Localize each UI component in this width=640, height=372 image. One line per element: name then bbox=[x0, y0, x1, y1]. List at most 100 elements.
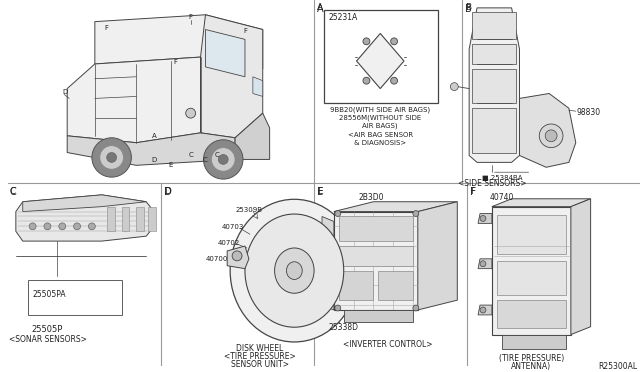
Polygon shape bbox=[205, 29, 245, 77]
Bar bbox=[28, 280, 122, 315]
Polygon shape bbox=[478, 214, 492, 224]
Polygon shape bbox=[520, 93, 576, 167]
Text: ANTENNA): ANTENNA) bbox=[511, 362, 552, 371]
Text: B: B bbox=[465, 4, 472, 14]
Text: C: C bbox=[10, 187, 17, 197]
Polygon shape bbox=[67, 133, 235, 165]
Polygon shape bbox=[418, 202, 458, 310]
Text: <AIR BAG SENSOR: <AIR BAG SENSOR bbox=[348, 132, 413, 138]
Text: F: F bbox=[189, 14, 193, 20]
Circle shape bbox=[480, 261, 486, 267]
Text: 25505P: 25505P bbox=[32, 325, 63, 334]
Text: 25338D: 25338D bbox=[329, 323, 359, 332]
Text: 40703: 40703 bbox=[221, 224, 244, 230]
Circle shape bbox=[451, 83, 458, 90]
Circle shape bbox=[100, 146, 124, 169]
Text: B: B bbox=[465, 3, 471, 12]
Text: 25231A: 25231A bbox=[329, 13, 358, 22]
Circle shape bbox=[44, 223, 51, 230]
Bar bbox=[324, 10, 438, 103]
Text: F: F bbox=[243, 29, 247, 35]
Bar bbox=[136, 207, 144, 231]
Ellipse shape bbox=[230, 199, 358, 342]
Text: ■ 25384BA: ■ 25384BA bbox=[482, 175, 522, 181]
Bar bbox=[339, 246, 413, 266]
Circle shape bbox=[480, 307, 486, 313]
Circle shape bbox=[413, 305, 419, 311]
Text: E: E bbox=[169, 162, 173, 168]
Text: E: E bbox=[317, 187, 323, 197]
Text: 40702: 40702 bbox=[218, 240, 239, 246]
Text: C: C bbox=[215, 153, 220, 158]
Text: 2B3D0: 2B3D0 bbox=[358, 193, 384, 202]
Text: 9BB20(WITH SIDE AIR BAGS): 9BB20(WITH SIDE AIR BAGS) bbox=[330, 106, 430, 113]
Text: F: F bbox=[470, 187, 476, 196]
Circle shape bbox=[211, 148, 235, 171]
Bar bbox=[472, 69, 516, 103]
Circle shape bbox=[540, 124, 563, 148]
Bar bbox=[497, 300, 566, 328]
Text: 25309B: 25309B bbox=[235, 207, 262, 213]
Text: A: A bbox=[152, 133, 156, 139]
Polygon shape bbox=[23, 195, 146, 212]
Text: 40740: 40740 bbox=[490, 193, 515, 202]
Text: C: C bbox=[10, 187, 16, 196]
Circle shape bbox=[29, 223, 36, 230]
Text: R25300AL: R25300AL bbox=[598, 362, 637, 371]
Text: 40700M: 40700M bbox=[205, 256, 234, 262]
Text: 98830: 98830 bbox=[577, 108, 601, 117]
Polygon shape bbox=[322, 217, 334, 310]
Circle shape bbox=[390, 77, 397, 84]
Text: <SONAR SENSORS>: <SONAR SENSORS> bbox=[8, 334, 86, 344]
Bar bbox=[472, 108, 516, 153]
Bar bbox=[497, 215, 566, 254]
Circle shape bbox=[363, 77, 370, 84]
Polygon shape bbox=[235, 113, 269, 160]
Text: DISK WHEEL: DISK WHEEL bbox=[236, 344, 284, 353]
Text: F: F bbox=[470, 187, 476, 197]
Polygon shape bbox=[16, 195, 154, 241]
Text: (TIRE PRESSURE): (TIRE PRESSURE) bbox=[499, 354, 564, 363]
Circle shape bbox=[232, 251, 242, 261]
Polygon shape bbox=[227, 246, 249, 269]
Bar bbox=[472, 12, 516, 39]
Polygon shape bbox=[95, 15, 263, 69]
Text: SENSOR UNIT>: SENSOR UNIT> bbox=[231, 360, 289, 369]
Polygon shape bbox=[492, 207, 571, 334]
Circle shape bbox=[186, 108, 196, 118]
Bar bbox=[472, 44, 516, 64]
Polygon shape bbox=[469, 8, 520, 162]
Text: 28556M(WITHOUT SIDE: 28556M(WITHOUT SIDE bbox=[339, 114, 421, 121]
Circle shape bbox=[413, 211, 419, 217]
Bar bbox=[339, 270, 373, 300]
Circle shape bbox=[59, 223, 66, 230]
Text: A: A bbox=[317, 4, 324, 14]
Circle shape bbox=[218, 154, 228, 164]
Polygon shape bbox=[356, 33, 404, 89]
Bar bbox=[122, 207, 129, 231]
Text: D: D bbox=[152, 157, 157, 163]
Ellipse shape bbox=[275, 248, 314, 293]
Text: D: D bbox=[164, 187, 171, 196]
Bar bbox=[497, 261, 566, 295]
Circle shape bbox=[107, 153, 116, 162]
Text: C: C bbox=[188, 153, 193, 158]
Circle shape bbox=[480, 215, 486, 221]
Text: & DIAGNOSIS>: & DIAGNOSIS> bbox=[354, 140, 406, 146]
Polygon shape bbox=[571, 199, 591, 334]
Bar bbox=[344, 310, 413, 322]
Bar bbox=[107, 207, 115, 231]
Circle shape bbox=[204, 140, 243, 179]
Polygon shape bbox=[478, 259, 492, 269]
Text: 25505PA: 25505PA bbox=[33, 290, 67, 299]
Circle shape bbox=[363, 38, 370, 45]
Polygon shape bbox=[334, 202, 458, 212]
Polygon shape bbox=[334, 212, 418, 310]
Circle shape bbox=[545, 130, 557, 142]
Text: <INVERTER CONTROL>: <INVERTER CONTROL> bbox=[344, 340, 433, 349]
Text: <SIDE SENSORS>: <SIDE SENSORS> bbox=[458, 179, 526, 188]
Text: AIR BAGS): AIR BAGS) bbox=[362, 122, 398, 129]
Circle shape bbox=[74, 223, 81, 230]
Text: C: C bbox=[203, 157, 208, 163]
Polygon shape bbox=[67, 57, 200, 143]
